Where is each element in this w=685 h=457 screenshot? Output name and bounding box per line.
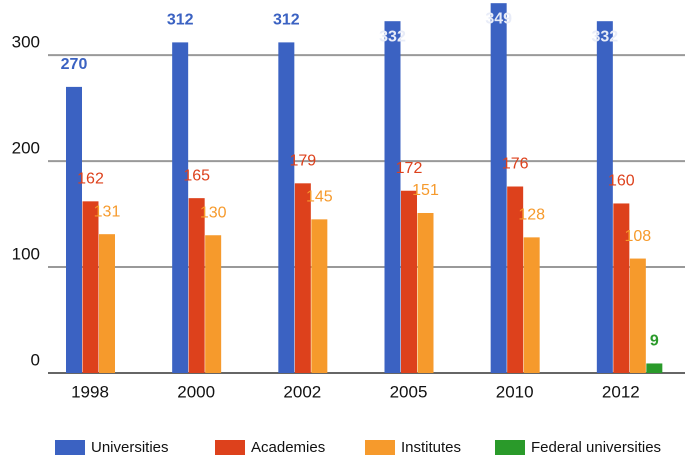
- x-tick-label: 2002: [283, 382, 321, 401]
- bar: [646, 363, 663, 373]
- bar: [205, 235, 222, 373]
- x-tick-label: 2000: [177, 382, 215, 401]
- bar: [629, 258, 646, 373]
- x-tick-label: 2010: [496, 382, 534, 401]
- bar: [294, 183, 311, 373]
- x-tick-label: 2005: [390, 382, 428, 401]
- bar: [523, 237, 540, 373]
- bar: [311, 219, 328, 373]
- y-tick-label: 0: [31, 350, 40, 369]
- data-label: 332: [591, 28, 618, 45]
- data-label: 131: [94, 203, 121, 220]
- bar: [384, 21, 401, 374]
- data-label: 332: [379, 28, 406, 45]
- data-label: 145: [306, 189, 333, 206]
- bar: [172, 42, 189, 374]
- y-tick-label: 200: [12, 139, 40, 158]
- data-label: 9: [650, 333, 659, 350]
- bar: [188, 198, 205, 373]
- bar: [417, 212, 434, 373]
- data-label: 162: [77, 171, 104, 188]
- data-label: 312: [273, 12, 300, 29]
- legend-swatch: [215, 440, 245, 455]
- legend-label: Institutes: [401, 439, 461, 456]
- data-label: 130: [200, 204, 227, 221]
- data-label: 172: [396, 160, 423, 177]
- x-tick-label: 2012: [602, 382, 640, 401]
- legend-swatch: [495, 440, 525, 455]
- data-label: 128: [518, 207, 545, 224]
- data-label: 349: [485, 10, 512, 27]
- bar: [596, 21, 613, 374]
- data-label: 270: [61, 56, 88, 73]
- bar: [278, 42, 295, 374]
- data-label: 176: [502, 156, 529, 173]
- y-tick-label: 300: [12, 33, 40, 52]
- data-label: 165: [183, 167, 210, 184]
- bar: [401, 190, 417, 373]
- x-tick-label: 1998: [71, 382, 109, 401]
- bar: [99, 234, 115, 373]
- bar: [82, 201, 99, 373]
- legend-label: Academies: [251, 439, 325, 456]
- bar: [490, 3, 507, 373]
- data-label: 312: [167, 12, 194, 29]
- bar: [613, 203, 630, 373]
- data-label: 151: [412, 182, 439, 199]
- bar: [507, 186, 524, 373]
- legend-swatch: [365, 440, 395, 455]
- legend-swatch: [55, 440, 85, 455]
- data-label: 108: [624, 228, 651, 245]
- y-tick-label: 100: [12, 245, 40, 264]
- legend-label: Federal universities: [531, 439, 661, 456]
- data-label: 179: [289, 153, 316, 170]
- bar: [66, 86, 82, 374]
- data-label: 160: [608, 173, 635, 190]
- legend-label: Universities: [91, 439, 169, 456]
